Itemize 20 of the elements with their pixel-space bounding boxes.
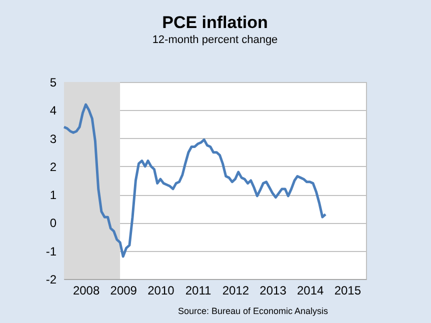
x-tick-label: 2013 <box>260 284 287 298</box>
y-tick-label: -1 <box>46 244 57 258</box>
y-tick-label: 5 <box>50 76 57 90</box>
y-tick-label: 0 <box>50 216 57 230</box>
chart-subtitle: 12-month percent change <box>152 34 278 46</box>
y-tick-label: 4 <box>50 104 57 118</box>
x-tick-label: 2009 <box>110 284 138 298</box>
line-series <box>62 103 327 258</box>
x-tick-label: 2014 <box>297 284 324 298</box>
y-tick-label: -2 <box>46 272 57 286</box>
y-tick-label: 3 <box>50 132 57 146</box>
x-tick-label: 2011 <box>185 284 212 298</box>
x-tick-label: 2012 <box>222 284 250 298</box>
chart-title: PCE inflation <box>162 13 268 32</box>
x-tick-label: 2015 <box>334 284 362 298</box>
source-note: Source: Bureau of Economic Analysis <box>178 306 329 316</box>
y-tick-label: 1 <box>50 188 57 202</box>
x-tick-label: 2008 <box>72 284 100 298</box>
y-tick-label: 2 <box>50 160 57 174</box>
x-tick-label: 2010 <box>148 284 175 298</box>
